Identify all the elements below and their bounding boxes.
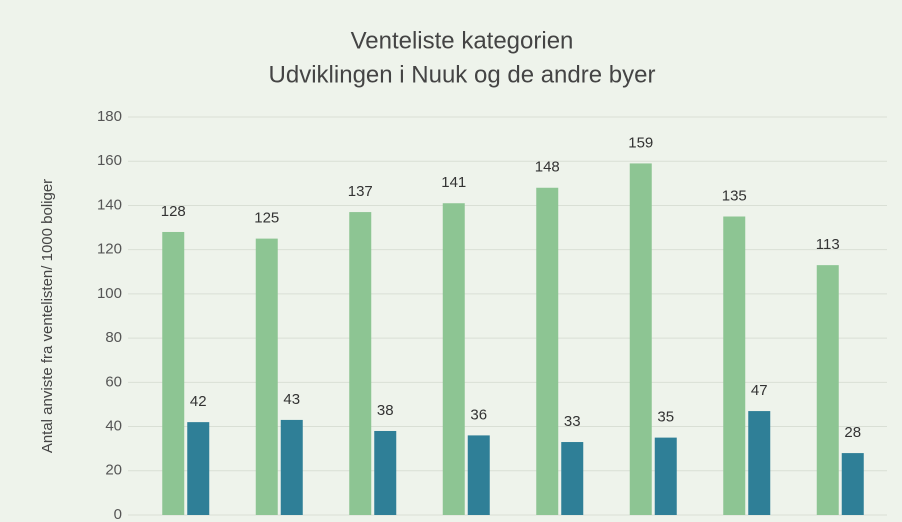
bar bbox=[816, 265, 839, 515]
bar bbox=[162, 231, 185, 515]
value-label: 141 bbox=[441, 174, 466, 191]
y-tick-label: 20 bbox=[105, 462, 122, 479]
value-label: 35 bbox=[657, 409, 674, 426]
y-tick-label: 180 bbox=[97, 108, 122, 125]
bar bbox=[374, 430, 397, 515]
bar bbox=[442, 203, 465, 515]
y-tick-label: 140 bbox=[97, 196, 122, 213]
bar bbox=[629, 163, 652, 515]
value-label: 42 bbox=[190, 393, 207, 410]
bar bbox=[723, 216, 746, 515]
value-label: 43 bbox=[283, 391, 300, 408]
bar bbox=[561, 442, 584, 515]
y-tick-label: 100 bbox=[97, 285, 122, 302]
y-tick-label: 0 bbox=[114, 506, 122, 522]
value-label: 135 bbox=[722, 187, 747, 204]
value-label: 113 bbox=[816, 236, 840, 253]
chart-subtitle: Udviklingen i Nuuk og de andre byer bbox=[269, 61, 656, 88]
value-label: 36 bbox=[470, 406, 487, 423]
bar bbox=[280, 419, 303, 515]
bar bbox=[748, 411, 771, 515]
bar bbox=[255, 238, 278, 515]
chart-title: Venteliste kategorien bbox=[351, 27, 574, 54]
y-tick-label: 160 bbox=[97, 152, 122, 169]
bar bbox=[654, 437, 677, 515]
value-label: 28 bbox=[844, 424, 861, 441]
value-label: 128 bbox=[161, 203, 186, 220]
bar bbox=[349, 212, 372, 516]
value-label: 125 bbox=[254, 210, 279, 227]
bar bbox=[536, 187, 559, 515]
y-tick-label: 80 bbox=[105, 329, 122, 346]
value-label: 137 bbox=[348, 183, 373, 200]
y-axis-label: Antal anviste fra ventelisten/ 1000 boli… bbox=[39, 179, 56, 453]
bar bbox=[187, 422, 210, 515]
y-tick-label: 60 bbox=[105, 373, 122, 390]
bar bbox=[841, 453, 864, 515]
value-label: 47 bbox=[751, 382, 768, 399]
y-tick-label: 40 bbox=[105, 418, 122, 435]
value-label: 148 bbox=[535, 159, 560, 176]
value-label: 38 bbox=[377, 402, 394, 419]
y-tick-label: 120 bbox=[97, 241, 122, 258]
bar bbox=[467, 435, 490, 515]
value-label: 159 bbox=[628, 134, 653, 151]
value-label: 33 bbox=[564, 413, 581, 430]
